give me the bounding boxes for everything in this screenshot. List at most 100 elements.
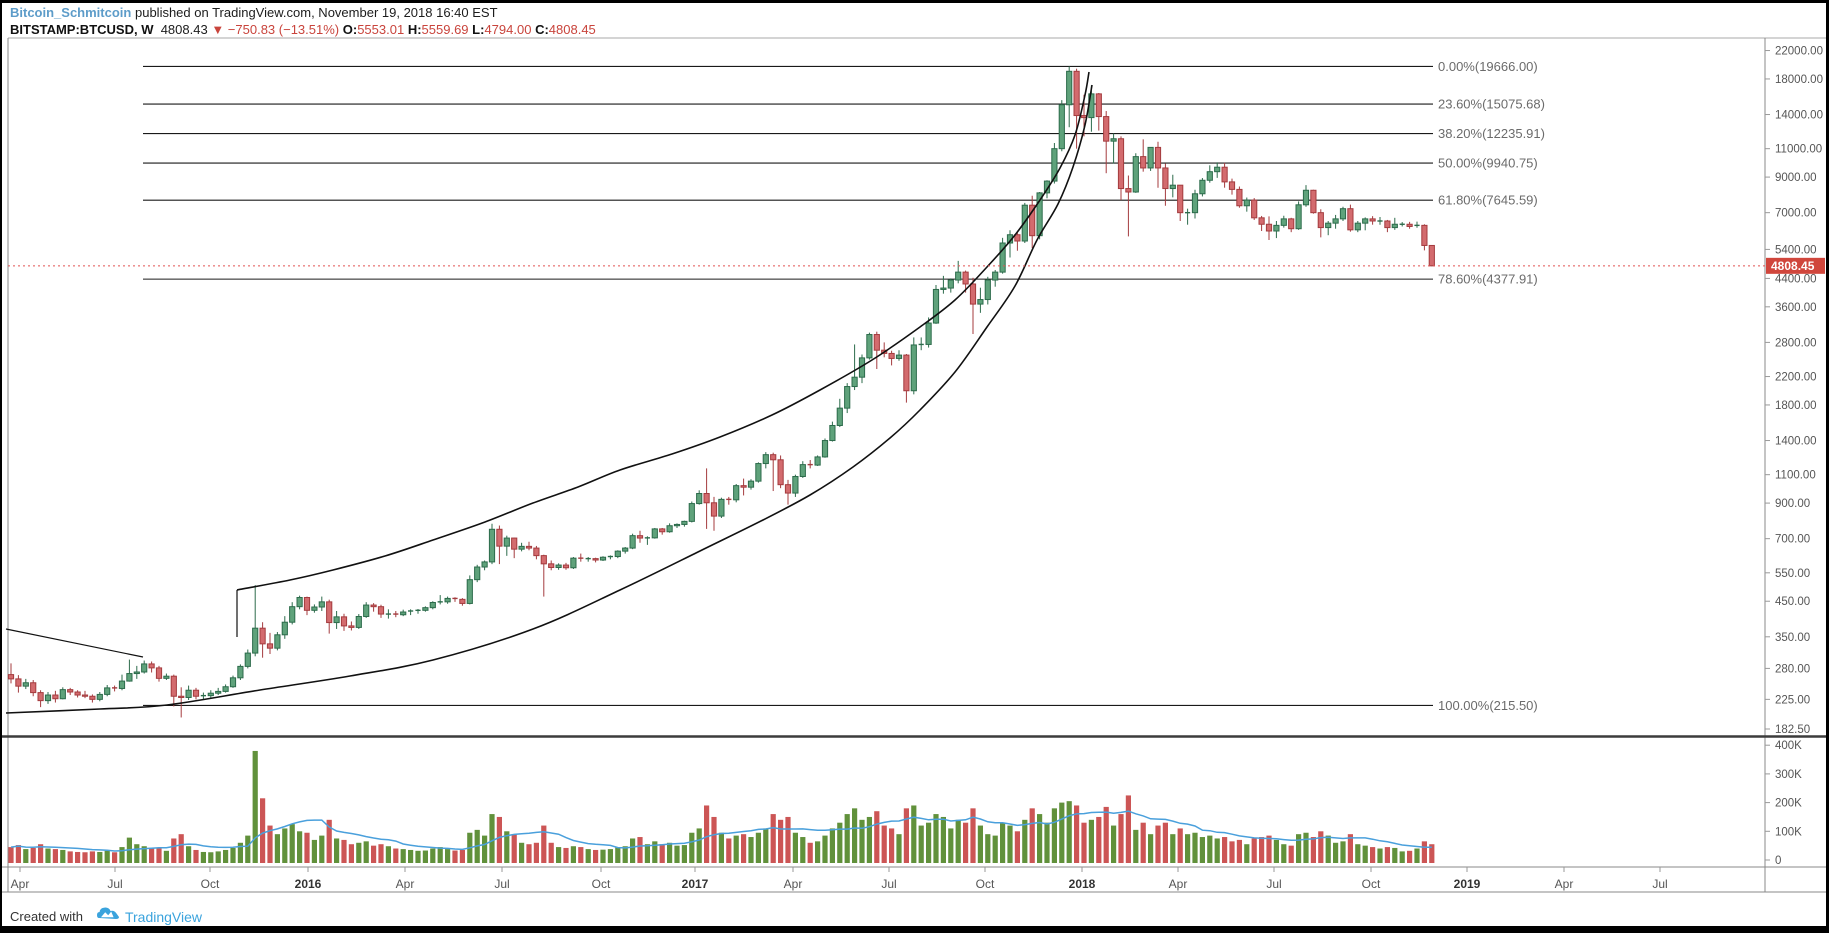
candle-body (895, 354, 903, 359)
parabolic-upper-curve[interactable] (236, 71, 1090, 591)
price-tick-label: 9000.00 (1775, 172, 1817, 184)
price-tick-label: 2200.00 (1775, 372, 1817, 384)
volume-bar (881, 825, 887, 863)
volume-bar (200, 851, 206, 863)
candle-body (1265, 223, 1273, 232)
volume-bar (1029, 808, 1035, 863)
tradingview-brand-link[interactable]: TradingView (124, 908, 203, 925)
candle-body (659, 528, 666, 533)
volume-bar (112, 852, 118, 863)
volume-tick-label: 200K (1775, 798, 1802, 810)
time-tick-label: Jul (881, 877, 896, 891)
volume-bar (267, 825, 273, 863)
tradingview-logo-icon[interactable] (96, 905, 119, 928)
volume-bar (75, 851, 81, 863)
candle-body (562, 564, 570, 569)
volume-bar (977, 825, 983, 863)
volume-bar (1325, 835, 1331, 863)
candle-body (348, 625, 355, 628)
volume-bar (45, 848, 51, 863)
candle-body (74, 691, 81, 696)
wedge-trend-line[interactable] (5, 628, 144, 658)
candle-body (474, 566, 481, 581)
candle-body (1362, 218, 1369, 224)
volume-bar (593, 849, 599, 863)
volume-bar (30, 847, 36, 863)
price-tick-label: 350.00 (1775, 632, 1810, 644)
volume-bar (1192, 832, 1198, 863)
candle-body (925, 322, 932, 345)
volume-bar (778, 819, 784, 863)
volume-bar (615, 847, 621, 863)
candle-body (955, 271, 962, 281)
volume-bar (659, 844, 665, 863)
volume-bar (1000, 822, 1006, 863)
candle-body (688, 503, 695, 522)
time-tick-label: Apr (784, 877, 803, 891)
candle-body (481, 561, 488, 568)
time-tick-label: Apr (396, 877, 415, 891)
volume-bar (252, 750, 258, 863)
volume-bar (1392, 847, 1398, 863)
candle-body (1406, 223, 1413, 227)
volume-bar (1244, 844, 1250, 863)
candle-body (622, 547, 629, 552)
candle-body (533, 547, 540, 557)
candle-body (229, 677, 237, 688)
volume-bar (1273, 839, 1279, 863)
candle-body (1347, 208, 1354, 231)
volume-bar (60, 849, 66, 863)
time-tick-label: Oct (1362, 877, 1381, 891)
candle-body (363, 604, 370, 617)
screenshot-bottom-border (0, 926, 1829, 933)
candle-body (1014, 234, 1021, 242)
candle-body (289, 606, 296, 623)
volume-bar (1429, 844, 1435, 863)
volume-bar (38, 844, 44, 863)
candle-body (67, 689, 74, 693)
candle-body (207, 692, 214, 697)
candle-body (599, 556, 607, 561)
candle-body (1243, 199, 1250, 207)
candle-body (947, 279, 954, 289)
volume-bar (1022, 819, 1028, 863)
candle-body (1191, 193, 1199, 214)
candle-body (1251, 199, 1258, 219)
candle-body (518, 545, 525, 550)
volume-bar (829, 828, 835, 863)
candle-body (429, 601, 436, 609)
volume-bar (445, 849, 451, 863)
symbol-line: BITSTAMP:BTCUSD, W 4808.43 ▼ −750.83 (−1… (10, 22, 596, 38)
volume-bar (289, 824, 295, 863)
volume-bar (556, 847, 562, 863)
volume-bar (940, 816, 946, 863)
candle-body (570, 557, 577, 569)
high-label: H: (407, 22, 422, 37)
author-link[interactable]: Bitcoin_Schmitcoin (10, 5, 132, 20)
candle-body (696, 493, 703, 505)
volume-bar (15, 845, 21, 863)
volume-bar (1037, 814, 1043, 863)
candle-body (81, 694, 89, 697)
candle-body (1147, 146, 1154, 169)
volume-bar (1096, 816, 1102, 863)
price-tick-label: 1800.00 (1775, 400, 1817, 412)
volume-bar (415, 850, 421, 863)
candle-body (296, 596, 303, 608)
volume-bar (711, 816, 717, 863)
candle-body (733, 485, 740, 501)
volume-bar (89, 851, 95, 863)
volume-bar (1414, 848, 1420, 863)
volume-bar (815, 841, 821, 863)
volume-bar (348, 844, 354, 863)
price-tick-label: 2800.00 (1775, 337, 1817, 349)
parabolic-lower-curve[interactable] (5, 84, 1093, 714)
candle-body (710, 502, 718, 517)
candle-body (1421, 224, 1428, 246)
time-tick-label: 2016 (295, 877, 322, 891)
volume-bar (297, 831, 303, 863)
volume-bar (1333, 842, 1339, 863)
volume-bar (866, 816, 872, 863)
